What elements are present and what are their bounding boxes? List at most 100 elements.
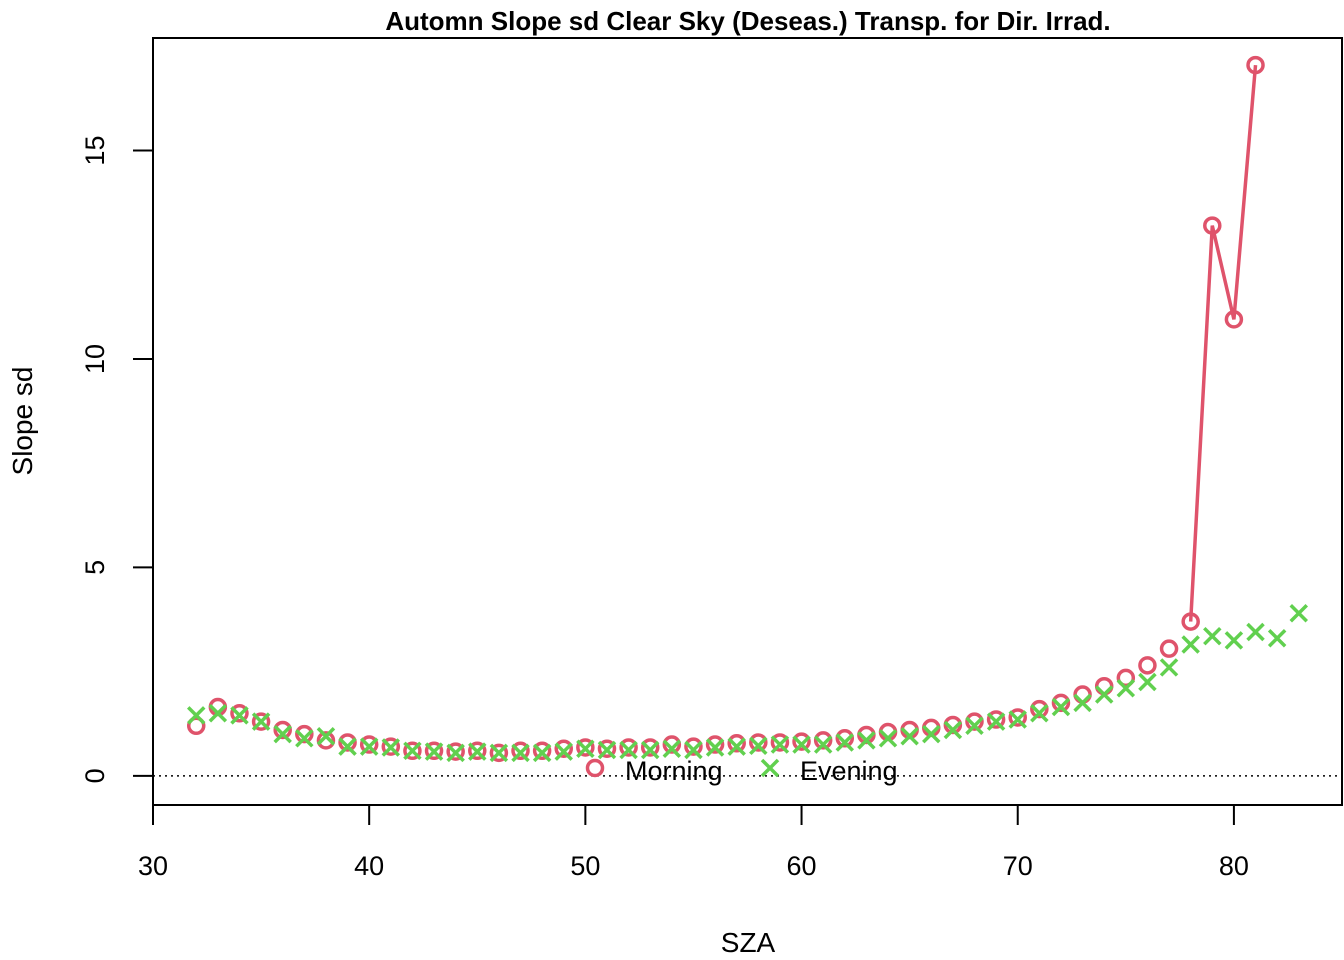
data-point [1203, 216, 1222, 235]
y-axis: 0 5 10 15 [80, 136, 154, 783]
data-point [619, 738, 638, 757]
data-point [230, 706, 249, 725]
data-point [1159, 639, 1179, 658]
legend-label: Evening [800, 756, 898, 786]
data-point [338, 737, 357, 756]
data-point [208, 704, 228, 723]
data-point [251, 712, 271, 731]
legend-label: Morning [625, 756, 723, 786]
data-point [316, 731, 336, 750]
series-evening [186, 604, 1309, 763]
data-point [554, 739, 573, 758]
legend-marker-morning [585, 758, 605, 778]
x-tick-label: 40 [354, 851, 384, 881]
data-point [316, 726, 336, 746]
data-point [597, 740, 617, 760]
data-point [403, 741, 422, 761]
data-point [1224, 310, 1244, 329]
data-point [922, 724, 941, 744]
x-axis: 30 40 50 60 70 80 [138, 804, 1249, 881]
data-point [749, 736, 768, 756]
data-point [835, 729, 855, 748]
data-point [186, 706, 206, 725]
data-point [813, 735, 833, 754]
data-point [511, 743, 530, 763]
data-point [943, 715, 963, 735]
data-point [489, 743, 509, 763]
data-point [532, 743, 552, 763]
legend-marker-evening [760, 758, 780, 778]
x-tick-label: 60 [787, 851, 817, 881]
data-point [770, 735, 790, 754]
data-point [468, 742, 487, 761]
plot-frame [152, 37, 1343, 806]
data-point [619, 740, 638, 760]
data-point [1246, 622, 1265, 642]
data-point [381, 737, 401, 756]
data-point [511, 741, 530, 761]
data-point [273, 720, 292, 740]
x-tick-label: 80 [1219, 851, 1249, 881]
data-point [597, 739, 617, 758]
data-point [878, 729, 898, 748]
data-point [792, 732, 811, 751]
data-point [965, 712, 984, 731]
series-line [1188, 64, 1258, 622]
data-point [835, 733, 855, 752]
data-point [986, 710, 1006, 729]
y-tick-label: 5 [80, 560, 110, 575]
data-point [1051, 693, 1071, 713]
data-point [813, 731, 833, 750]
data-point [230, 704, 249, 723]
data-point [640, 740, 660, 760]
data-point [1030, 699, 1049, 719]
data-point [792, 735, 811, 754]
plot-area [153, 55, 1342, 777]
data-point [576, 739, 595, 758]
data-point [1203, 626, 1222, 646]
data-point [576, 738, 595, 757]
data-point [532, 741, 552, 761]
data-point [965, 716, 984, 736]
data-point [770, 733, 790, 752]
data-point [1267, 629, 1287, 648]
data-point [295, 724, 314, 744]
data-point [251, 712, 271, 731]
data-point [359, 737, 379, 756]
data-point [705, 735, 725, 754]
data-point [468, 741, 487, 761]
data-point [943, 720, 963, 740]
data-point [446, 742, 465, 761]
data-point [662, 739, 682, 758]
data-point [1030, 704, 1049, 723]
data-point [1008, 708, 1027, 727]
data-point [727, 737, 746, 756]
data-point [1094, 685, 1114, 704]
x-tick-label: 50 [570, 851, 600, 881]
y-tick-label: 15 [80, 136, 110, 166]
data-point [554, 742, 573, 761]
data-point [1116, 679, 1136, 698]
data-point [640, 738, 660, 757]
data-point [1008, 710, 1027, 729]
y-axis-label: Slope sd [7, 367, 38, 476]
y-tick-label: 10 [80, 344, 110, 374]
x-axis-label: SZA [721, 927, 776, 958]
data-point [1181, 635, 1200, 654]
data-point [186, 716, 206, 736]
data-point [1246, 55, 1265, 75]
data-point [489, 743, 509, 763]
data-point [381, 738, 401, 757]
data-point [424, 742, 444, 761]
data-point [1289, 604, 1309, 623]
data-point [1159, 658, 1179, 677]
series-morning [186, 55, 1265, 763]
data-point [662, 735, 682, 754]
data-point [1073, 693, 1092, 713]
x-tick-label: 70 [1003, 851, 1033, 881]
data-point [900, 726, 919, 746]
y-tick-label: 0 [80, 768, 110, 783]
data-point [986, 712, 1006, 731]
data-point [705, 738, 725, 757]
